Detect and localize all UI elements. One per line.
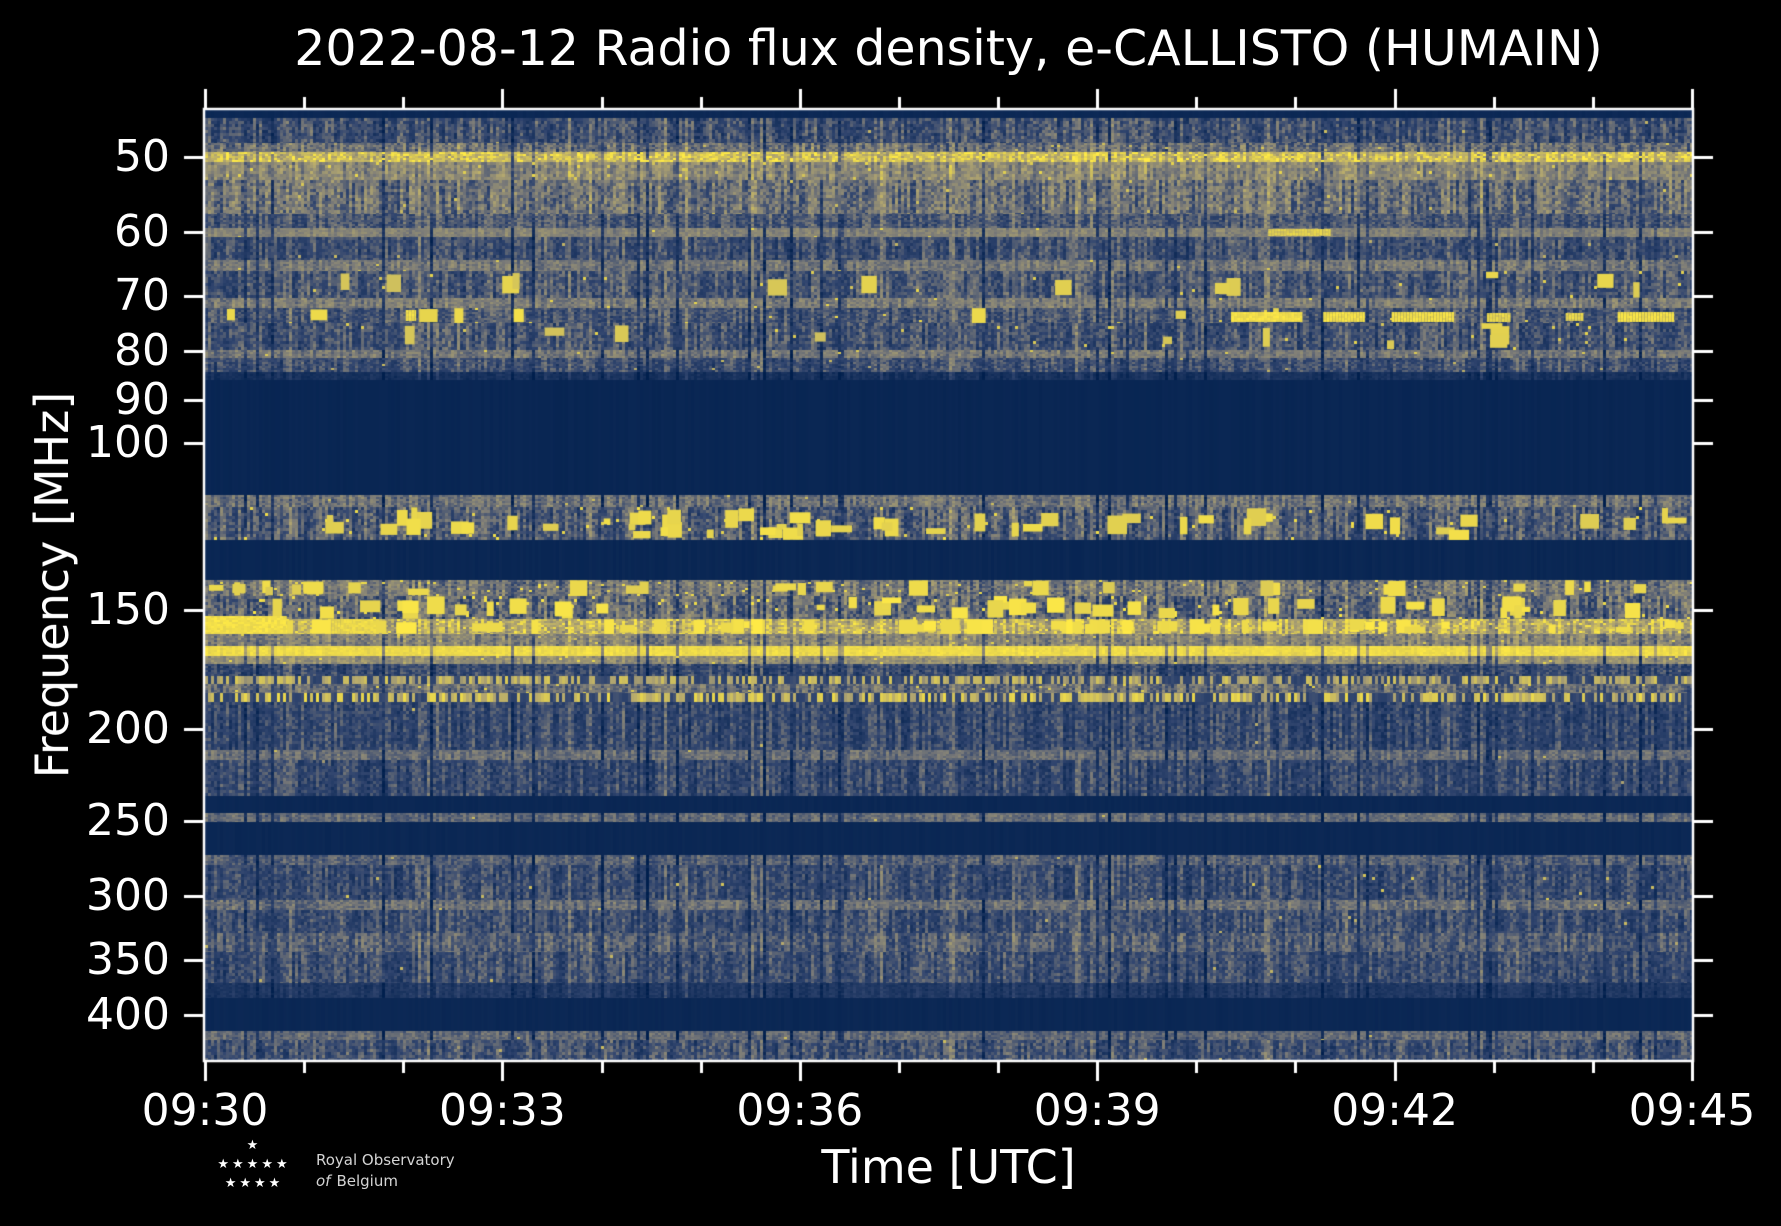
x-tick-label: 09:36 bbox=[736, 1085, 864, 1136]
x-tick-label: 09:33 bbox=[438, 1085, 566, 1136]
y-tick-label: 400 bbox=[86, 989, 170, 1041]
x-tick-label: 09:42 bbox=[1331, 1085, 1458, 1136]
y-tick-label: 50 bbox=[114, 131, 170, 183]
y-tick-label: 100 bbox=[86, 417, 170, 469]
rob-logo-line1: Royal Observatory bbox=[316, 1151, 455, 1169]
chart-title: 2022-08-12 Radio flux density, e-CALLIST… bbox=[294, 20, 1603, 77]
x-tick-label: 09:30 bbox=[141, 1085, 269, 1136]
y-tick-label: 60 bbox=[114, 206, 170, 258]
y-tick-label: 350 bbox=[86, 933, 170, 985]
rob-logo-line2: of Belgium bbox=[316, 1172, 398, 1190]
y-tick-label: 80 bbox=[114, 325, 170, 377]
y-tick-label: 90 bbox=[114, 373, 170, 425]
x-tick-label: 09:45 bbox=[1628, 1085, 1756, 1136]
y-tick-label: 70 bbox=[114, 269, 170, 321]
rob-logo-text: Royal Observatory of Belgium bbox=[316, 1150, 455, 1192]
y-tick-label: 200 bbox=[86, 703, 170, 755]
x-tick-label: 09:39 bbox=[1033, 1085, 1161, 1136]
y-tick-label: 300 bbox=[86, 870, 170, 922]
y-tick-label: 250 bbox=[86, 795, 170, 847]
x-axis-label: Time [UTC] bbox=[821, 1140, 1076, 1194]
rob-logo-stars-icon: ★ ★★★★★ ★★★★ bbox=[217, 1138, 291, 1191]
y-tick-label: 150 bbox=[86, 584, 170, 636]
